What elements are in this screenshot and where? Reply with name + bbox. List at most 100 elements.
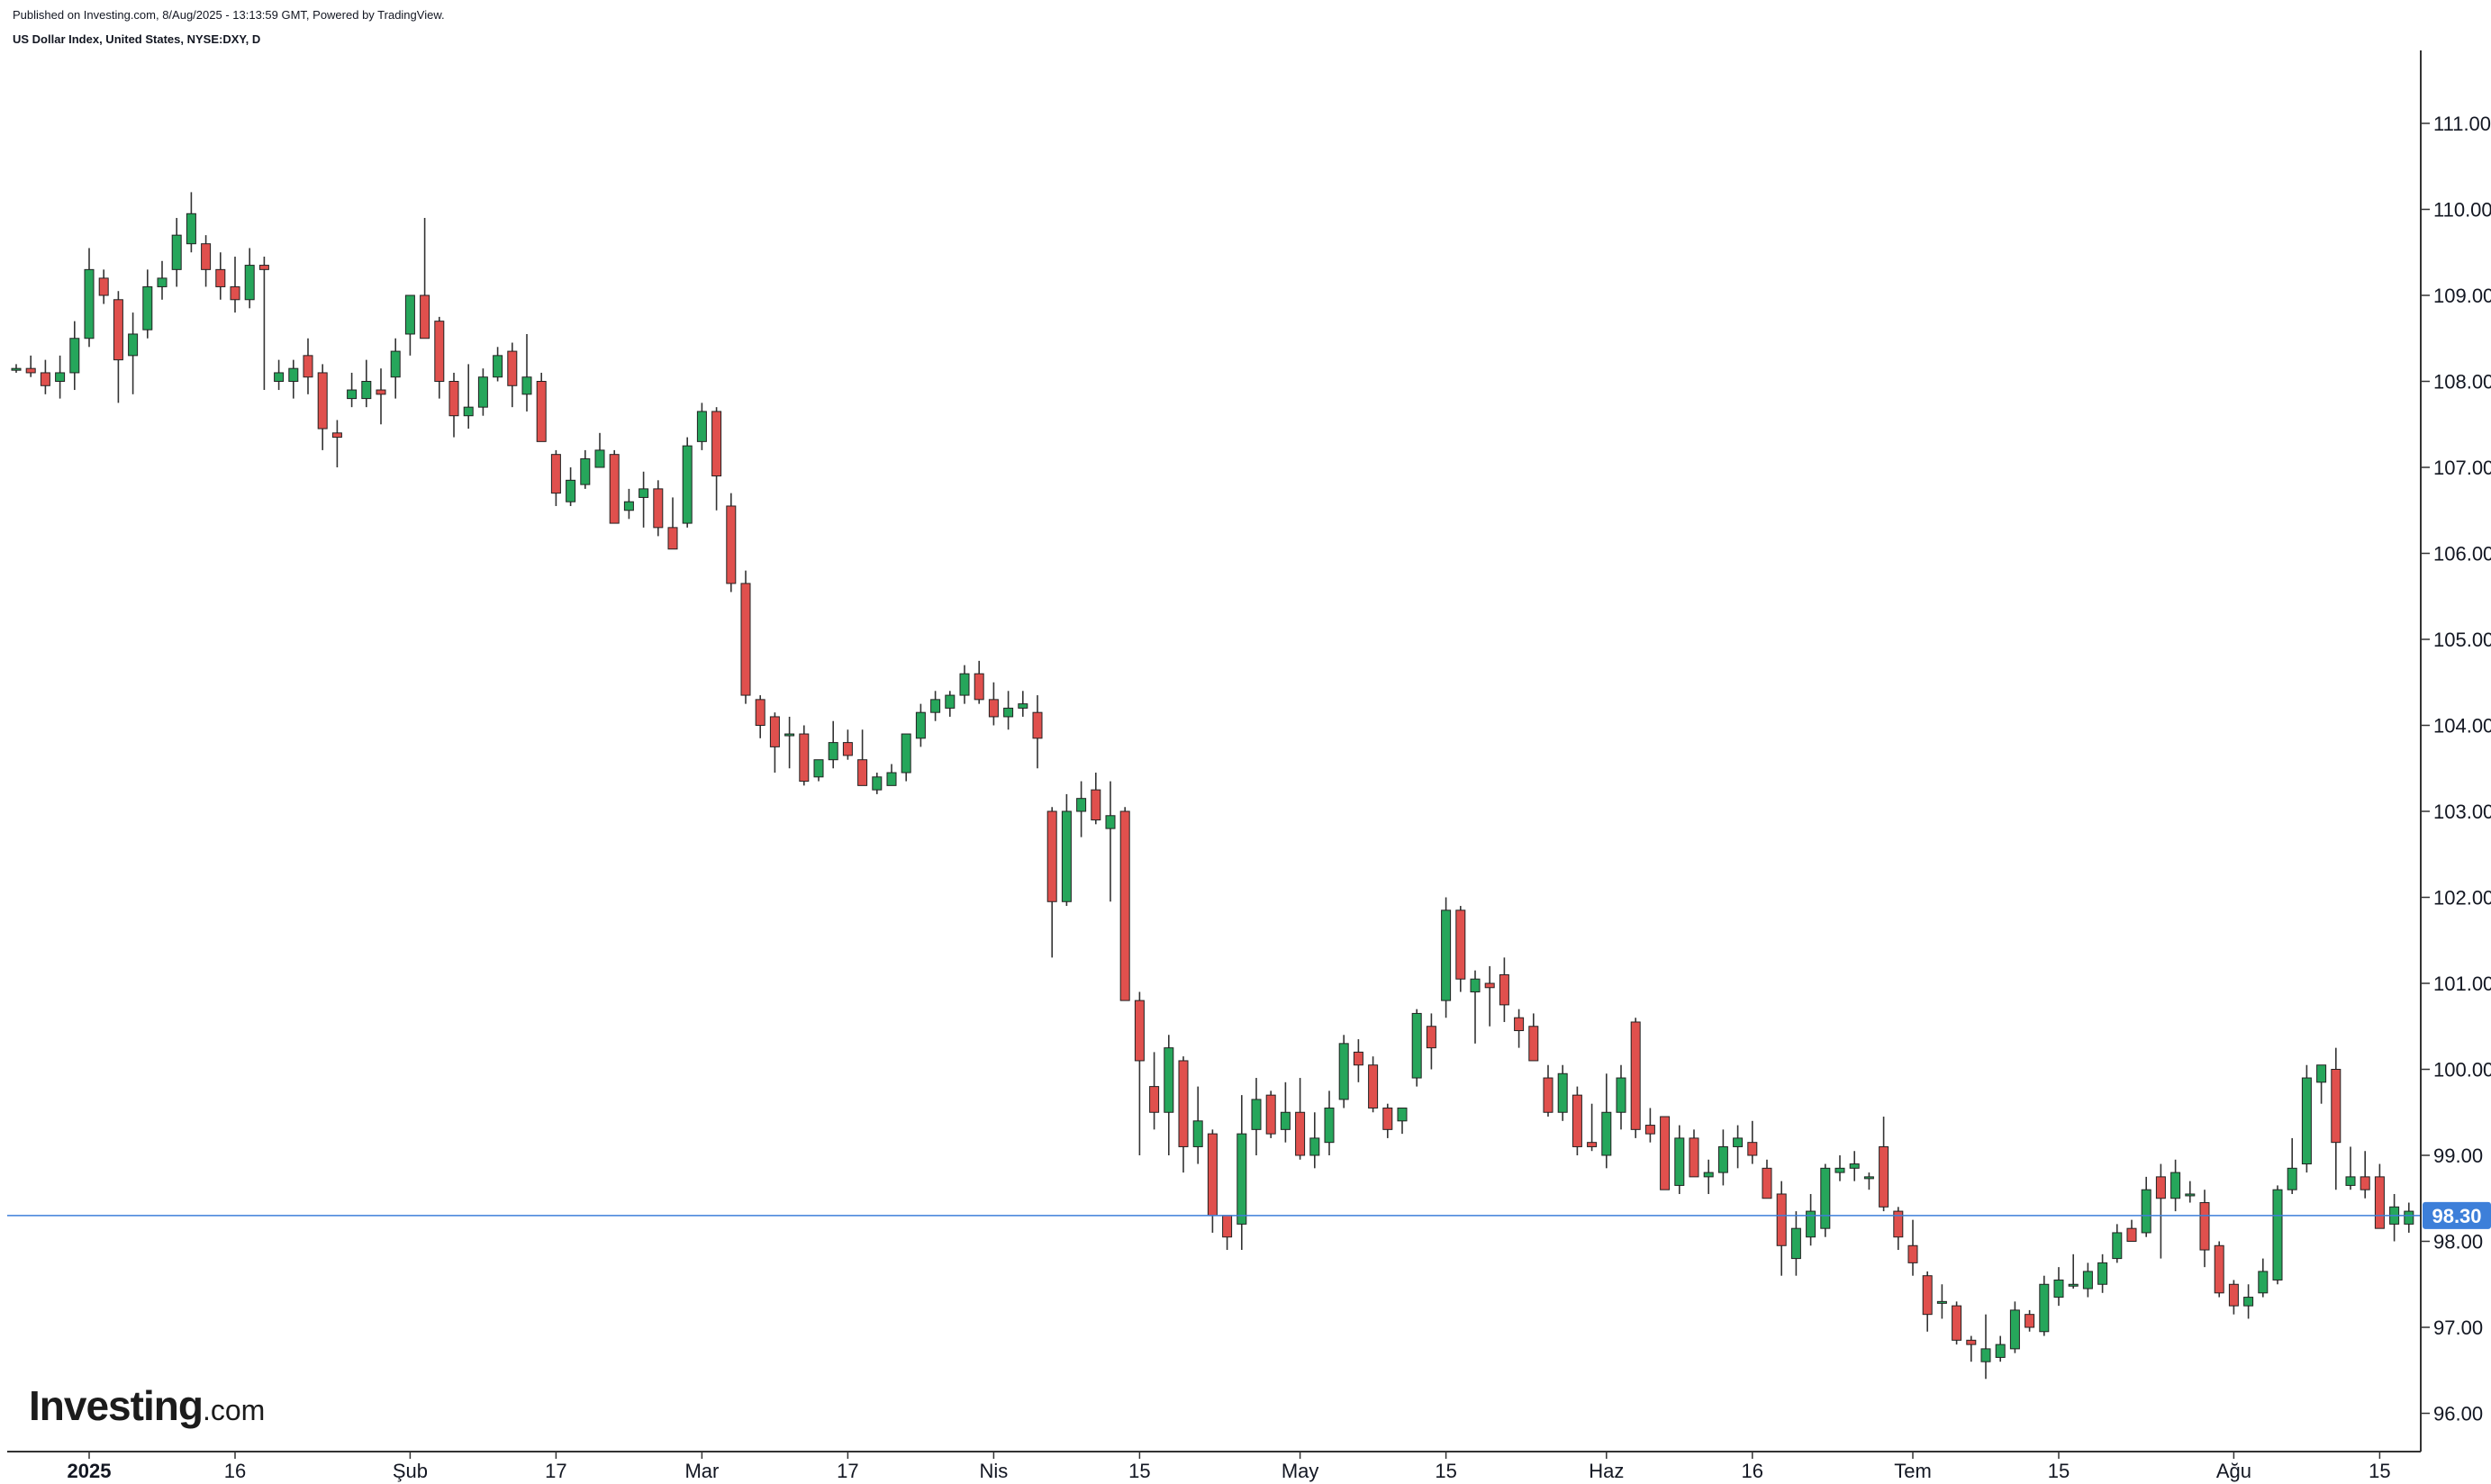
candle-body-up[interactable]	[1849, 1163, 1860, 1169]
candle-body-up[interactable]	[2316, 1064, 2327, 1083]
candle-body-down[interactable]	[799, 733, 810, 783]
candle-body-down[interactable]	[420, 294, 430, 339]
candle-body-down[interactable]	[842, 742, 853, 756]
candle-body-down[interactable]	[1149, 1086, 1160, 1113]
candle-body-down[interactable]	[1762, 1167, 1772, 1199]
candle-body-down[interactable]	[113, 299, 123, 361]
candle-body-down[interactable]	[1528, 1026, 1539, 1062]
candle-body-down[interactable]	[1484, 982, 1495, 989]
candle-body-down[interactable]	[609, 454, 620, 524]
candle-body-down[interactable]	[857, 759, 868, 786]
candle-body-down[interactable]	[988, 699, 999, 718]
candle-body-up[interactable]	[1790, 1227, 1801, 1260]
candle-body-up[interactable]	[2404, 1210, 2414, 1225]
candle-body-up[interactable]	[1192, 1120, 1203, 1147]
candle-body-down[interactable]	[507, 350, 518, 386]
candle-body-up[interactable]	[404, 294, 415, 335]
candle-body-down[interactable]	[215, 268, 226, 287]
candle-body-down[interactable]	[2374, 1176, 2385, 1229]
candle-body-up[interactable]	[1164, 1047, 1174, 1113]
candle-body-up[interactable]	[813, 759, 824, 778]
candle-body-up[interactable]	[1980, 1348, 1991, 1362]
candle-body-down[interactable]	[1644, 1125, 1655, 1135]
candle-body-up[interactable]	[361, 381, 372, 400]
candle-body-up[interactable]	[1061, 810, 1072, 902]
candle-body-down[interactable]	[974, 673, 984, 701]
candle-body-up[interactable]	[1674, 1137, 1685, 1186]
candle-body-down[interactable]	[769, 716, 780, 747]
candle-body-up[interactable]	[128, 333, 139, 357]
candle-body-down[interactable]	[1747, 1142, 1758, 1156]
candle-body-up[interactable]	[959, 673, 970, 696]
candle-body-down[interactable]	[755, 699, 765, 726]
candle-body-up[interactable]	[347, 389, 358, 400]
candle-body-down[interactable]	[536, 381, 547, 442]
candle-body-up[interactable]	[784, 733, 795, 737]
candle-body-down[interactable]	[2360, 1176, 2370, 1190]
candle-body-up[interactable]	[828, 742, 838, 761]
candle-body-down[interactable]	[1543, 1077, 1553, 1113]
candle-body-up[interactable]	[390, 350, 401, 378]
candle-body-up[interactable]	[1834, 1167, 1845, 1173]
candle-body-down[interactable]	[1426, 1026, 1436, 1049]
candle-body-up[interactable]	[2170, 1172, 2181, 1199]
candle-body-down[interactable]	[434, 321, 445, 382]
candle-body-down[interactable]	[653, 488, 664, 529]
candle-body-up[interactable]	[2258, 1271, 2269, 1294]
candle-body-down[interactable]	[726, 505, 737, 584]
candle-body-up[interactable]	[1863, 1176, 1874, 1180]
candle-body-up[interactable]	[2272, 1189, 2283, 1280]
candle-body-down[interactable]	[1907, 1244, 1918, 1263]
candle-body-up[interactable]	[901, 733, 911, 774]
candle-body-up[interactable]	[1338, 1043, 1349, 1100]
candle-body-down[interactable]	[1630, 1021, 1641, 1130]
candle-body-up[interactable]	[274, 372, 285, 383]
candle-body-down[interactable]	[1353, 1051, 1363, 1066]
candle-body-down[interactable]	[317, 372, 328, 430]
candle-body-down[interactable]	[2331, 1069, 2342, 1144]
candle-body-up[interactable]	[1733, 1137, 1744, 1147]
candle-body-down[interactable]	[1455, 909, 1466, 980]
candle-body-down[interactable]	[1514, 1017, 1525, 1032]
candle-body-up[interactable]	[2287, 1167, 2297, 1190]
candle-body-down[interactable]	[25, 367, 36, 374]
candle-body-down[interactable]	[376, 389, 386, 395]
candle-body-down[interactable]	[1587, 1142, 1598, 1147]
candle-body-up[interactable]	[1557, 1072, 1568, 1113]
candle-body-down[interactable]	[667, 527, 678, 550]
candle-body-up[interactable]	[288, 367, 299, 382]
candle-body-down[interactable]	[1368, 1064, 1379, 1108]
candle-body-up[interactable]	[2141, 1189, 2151, 1234]
candle-body-down[interactable]	[1207, 1133, 1218, 1217]
candle-body-up[interactable]	[1018, 703, 1028, 709]
candle-body-down[interactable]	[201, 243, 212, 270]
candle-body-up[interactable]	[244, 265, 255, 301]
candle-body-up[interactable]	[2082, 1271, 2093, 1289]
candle-body-down[interactable]	[448, 381, 459, 417]
candle-body-down[interactable]	[258, 265, 269, 270]
candle-body-down[interactable]	[1382, 1107, 1393, 1130]
candle-body-up[interactable]	[2345, 1176, 2356, 1186]
candle-body-down[interactable]	[1952, 1305, 1962, 1341]
candle-body-up[interactable]	[886, 772, 897, 786]
candle-body-up[interactable]	[1820, 1167, 1831, 1229]
candle-body-up[interactable]	[69, 338, 80, 374]
candle-body-down[interactable]	[230, 285, 240, 301]
candle-body-up[interactable]	[142, 285, 153, 330]
candle-body-down[interactable]	[1966, 1339, 1977, 1345]
candle-body-up[interactable]	[1003, 707, 1014, 718]
candle-body-down[interactable]	[1178, 1060, 1189, 1147]
candle-body-up[interactable]	[1309, 1137, 1320, 1156]
candle-body-up[interactable]	[1601, 1111, 1612, 1156]
candle-body-up[interactable]	[2053, 1279, 2064, 1298]
candle-body-down[interactable]	[98, 277, 109, 296]
candle-body-down[interactable]	[1572, 1094, 1582, 1147]
candle-body-up[interactable]	[2243, 1297, 2254, 1307]
candle-body-up[interactable]	[1703, 1172, 1714, 1178]
candle-body-up[interactable]	[1076, 798, 1087, 812]
candle-body-up[interactable]	[1995, 1344, 2006, 1358]
candle-body-down[interactable]	[2228, 1283, 2239, 1307]
candle-body-up[interactable]	[1470, 978, 1481, 993]
candle-body-down[interactable]	[2025, 1314, 2035, 1328]
